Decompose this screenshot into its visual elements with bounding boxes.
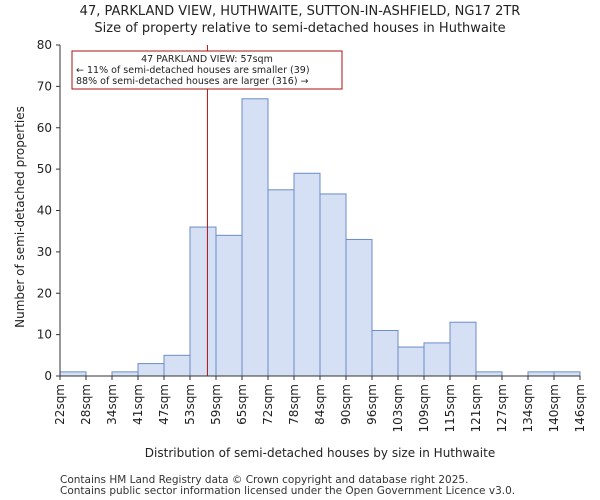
y-tick-label-70: 70 bbox=[37, 79, 52, 93]
y-tick-label-40: 40 bbox=[37, 204, 52, 218]
x-tick-label-72sqm: 72sqm bbox=[261, 384, 275, 425]
annotation-line-3: 88% of semi-detached houses are larger (… bbox=[76, 76, 309, 87]
bar-47sqm bbox=[163, 354, 191, 377]
x-tick-label-90sqm: 90sqm bbox=[339, 384, 353, 425]
y-tick-label-80: 80 bbox=[37, 38, 52, 52]
bar-134sqm bbox=[527, 371, 555, 377]
x-tick-label-28sqm: 28sqm bbox=[79, 384, 93, 425]
x-axis-label: Distribution of semi-detached houses by … bbox=[144, 446, 496, 460]
x-tick-label-53sqm: 53sqm bbox=[183, 384, 197, 425]
bar-140sqm bbox=[553, 371, 581, 377]
bar-96sqm bbox=[371, 329, 399, 377]
y-tick-label-30: 30 bbox=[37, 245, 52, 259]
bar-22sqm bbox=[59, 371, 87, 377]
x-tick-label-96sqm: 96sqm bbox=[365, 384, 379, 425]
bar-121sqm bbox=[475, 371, 503, 377]
bar-41sqm bbox=[137, 363, 165, 377]
x-tick-label-41sqm: 41sqm bbox=[131, 384, 145, 425]
annotation-box bbox=[71, 50, 343, 90]
x-tick-label-127sqm: 127sqm bbox=[495, 384, 509, 432]
x-tick-label-146sqm: 146sqm bbox=[573, 384, 587, 432]
bar-34sqm bbox=[111, 371, 139, 377]
x-tick-label-47sqm: 47sqm bbox=[157, 384, 171, 425]
x-tick-label-121sqm: 121sqm bbox=[469, 384, 483, 432]
x-tick-label-65sqm: 65sqm bbox=[235, 384, 249, 425]
chart-subtitle: Size of property relative to semi-detach… bbox=[94, 21, 506, 36]
bar-115sqm bbox=[449, 321, 477, 377]
footer-licence: Contains public sector information licen… bbox=[60, 485, 516, 497]
bar-65sqm bbox=[241, 98, 269, 377]
x-tick-label-103sqm: 103sqm bbox=[391, 384, 405, 432]
x-tick-label-22sqm: 22sqm bbox=[53, 384, 67, 425]
bar-78sqm bbox=[293, 172, 321, 377]
annotation-line-1: 47 PARKLAND VIEW: 57sqm bbox=[141, 54, 273, 65]
bar-53sqm bbox=[189, 226, 217, 377]
x-tick-label-115sqm: 115sqm bbox=[443, 384, 457, 432]
x-tick-label-140sqm: 140sqm bbox=[547, 384, 561, 432]
bar-103sqm bbox=[397, 346, 425, 377]
chart-title: 47, PARKLAND VIEW, HUTHWAITE, SUTTON-IN-… bbox=[79, 4, 521, 19]
footer-copyright: Contains HM Land Registry data © Crown c… bbox=[60, 474, 469, 486]
y-tick-label-20: 20 bbox=[37, 286, 52, 300]
y-tick-label-50: 50 bbox=[37, 162, 52, 176]
y-axis-label: Number of semi-detached properties bbox=[13, 106, 27, 328]
y-tick-label-60: 60 bbox=[37, 121, 52, 135]
bar-90sqm bbox=[345, 238, 373, 377]
x-tick-label-59sqm: 59sqm bbox=[209, 384, 223, 425]
x-tick-label-78sqm: 78sqm bbox=[287, 384, 301, 425]
bar-109sqm bbox=[423, 342, 451, 377]
bar-59sqm bbox=[215, 234, 243, 377]
bar-72sqm bbox=[267, 189, 295, 377]
x-tick-label-109sqm: 109sqm bbox=[417, 384, 431, 432]
annotation-line-2: ← 11% of semi-detached houses are smalle… bbox=[76, 65, 310, 76]
y-tick-label-10: 10 bbox=[37, 328, 52, 342]
x-tick-label-84sqm: 84sqm bbox=[313, 384, 327, 425]
x-tick-label-34sqm: 34sqm bbox=[105, 384, 119, 425]
y-tick-label-0: 0 bbox=[44, 369, 52, 383]
bar-84sqm bbox=[319, 193, 347, 377]
x-tick-label-134sqm: 134sqm bbox=[521, 384, 535, 432]
